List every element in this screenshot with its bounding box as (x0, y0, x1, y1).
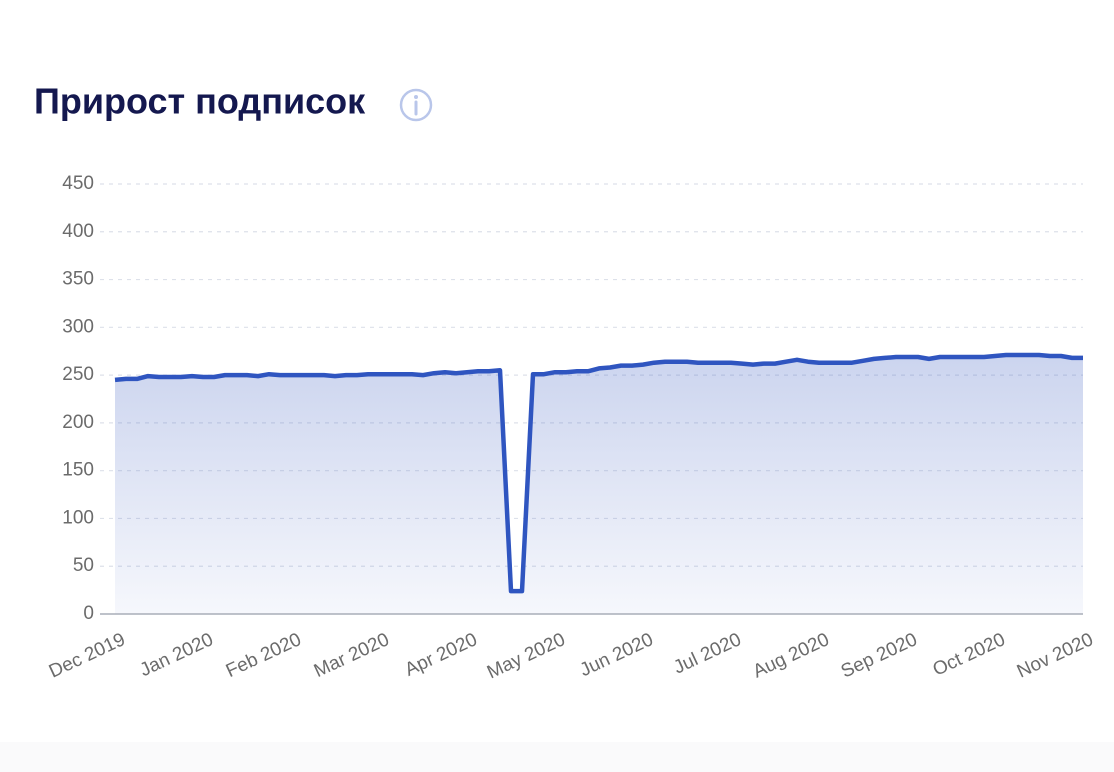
x-tick-label: Aug 2020 (750, 629, 833, 682)
y-tick-label: 0 (83, 603, 94, 624)
x-tick-label: Sep 2020 (838, 629, 921, 682)
y-tick-label: 350 (62, 269, 94, 290)
area (115, 355, 1083, 614)
x-tick-label: Oct 2020 (930, 629, 1009, 681)
y-tick-label: 300 (62, 316, 94, 337)
x-tick-label: Jan 2020 (137, 629, 217, 681)
y-tick-label: 50 (73, 555, 94, 576)
y-tick-label: 250 (62, 364, 94, 385)
y-tick-label: 400 (62, 221, 94, 242)
x-tick-label: May 2020 (484, 629, 569, 683)
y-tick-label: 450 (62, 173, 94, 194)
line (114, 352, 1083, 594)
y-tick-label: 200 (62, 412, 94, 433)
x-tick-label: Apr 2020 (402, 629, 481, 681)
x-tick-label: Mar 2020 (311, 629, 393, 682)
info-icon[interactable] (399, 88, 433, 122)
y-tick-label: 100 (62, 507, 94, 528)
y-tick-label: 150 (62, 460, 94, 481)
x-tick-label: Jul 2020 (671, 629, 745, 678)
x-tick-label: Dec 2019 (46, 629, 129, 682)
footer-band (0, 742, 1114, 772)
x-tick-label: Nov 2020 (1014, 629, 1097, 682)
x-tick-label: Jun 2020 (577, 629, 657, 681)
chart-title: Прирост подписок (34, 81, 366, 122)
x-tick-label: Feb 2020 (223, 629, 305, 682)
